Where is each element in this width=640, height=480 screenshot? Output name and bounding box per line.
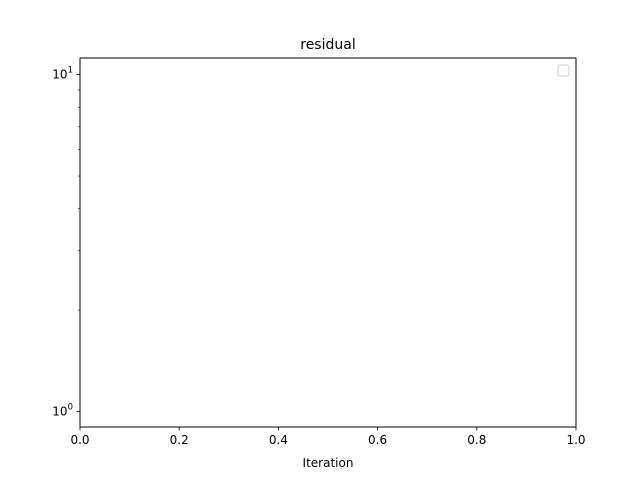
x-axis-label: Iteration [303, 456, 354, 470]
legend-box [557, 64, 570, 77]
chart-title: residual [300, 37, 355, 53]
x-ticks: 0.0 0.2 0.4 0.6 0.8 1.0 [70, 427, 586, 447]
y-tick-label-base: 10 [52, 405, 67, 419]
x-tick-label: 0.2 [170, 433, 189, 447]
plot-frame [79, 57, 577, 428]
y-tick-label-exponent: 1 [68, 66, 73, 76]
y-minor-ticks [78, 89, 80, 311]
y-tick-label: 101 [52, 66, 73, 82]
x-tick-label: 0.8 [467, 433, 486, 447]
y-tick-label-exponent: 0 [68, 403, 73, 413]
x-tick-label: 0.4 [269, 433, 288, 447]
x-tick-label: 0.6 [368, 433, 387, 447]
y-tick-label-base: 10 [52, 68, 67, 82]
x-tick-label: 0.0 [70, 433, 89, 447]
y-tick-label: 100 [52, 403, 73, 419]
x-tick-label: 1.0 [566, 433, 585, 447]
plot-area [80, 58, 576, 427]
